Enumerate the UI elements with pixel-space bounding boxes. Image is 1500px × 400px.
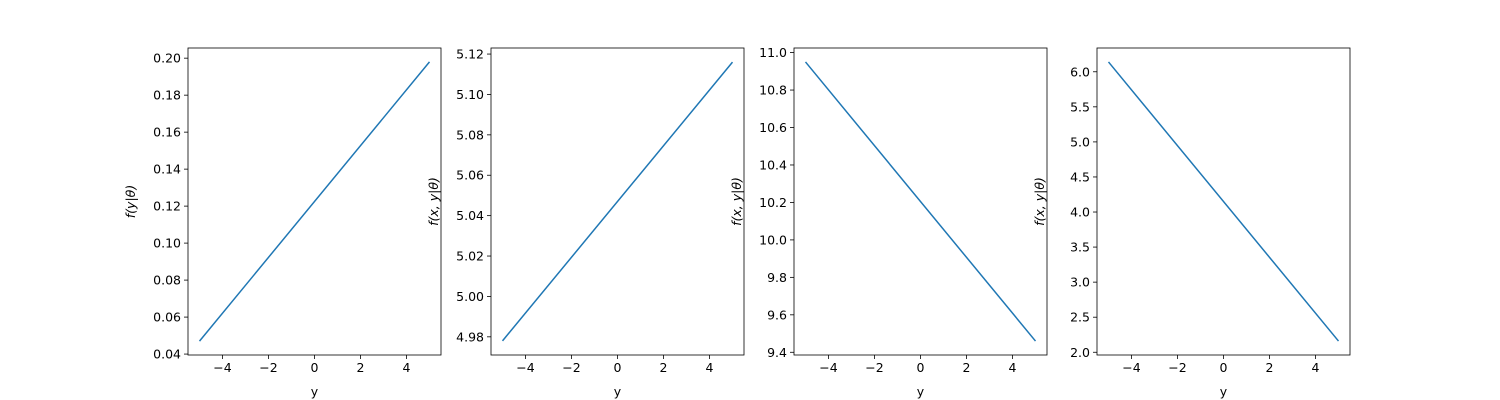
y-axis-label: f(x, y|θ) — [1032, 177, 1047, 226]
y-tick-label: 10.6 — [759, 120, 787, 135]
y-axis-label: f(x, y|θ) — [729, 177, 744, 226]
y-tick-label: 0.16 — [153, 125, 181, 140]
x-tick-label: −4 — [516, 360, 534, 375]
x-tick-label: 0 — [311, 360, 319, 375]
y-tick-label: 5.5 — [1070, 99, 1090, 114]
x-tick-label: −2 — [259, 360, 277, 375]
x-tick-label: −4 — [213, 360, 231, 375]
x-tick-label: −2 — [1168, 360, 1186, 375]
y-tick-label: 5.02 — [456, 249, 484, 264]
y-tick-label: 4.5 — [1070, 169, 1090, 184]
y-tick-label: 5.06 — [456, 168, 484, 183]
y-tick-label: 3.5 — [1070, 240, 1090, 255]
x-tick-label: 4 — [706, 360, 714, 375]
y-tick-label: 0.10 — [153, 236, 181, 251]
x-tick-label: 4 — [403, 360, 411, 375]
series-line — [501, 61, 734, 342]
y-tick-label: 10.4 — [759, 157, 787, 172]
y-tick-label: 0.06 — [153, 310, 181, 325]
y-tick-label: 3.0 — [1070, 275, 1090, 290]
y-tick-label: 9.4 — [767, 345, 787, 360]
series-line — [1107, 61, 1340, 342]
y-tick-label: 0.20 — [153, 51, 181, 66]
y-tick-label: 0.08 — [153, 273, 181, 288]
y-tick-label: 6.0 — [1070, 64, 1090, 79]
y-axis-label: f(y|θ) — [123, 185, 138, 218]
y-tick-label: 5.12 — [456, 47, 484, 62]
subplot-1: −4 −2 0 2 4 0.04 0.06 0.08 0.10 0.12 0.14 0.16 0.18 0… — [123, 47, 442, 399]
x-tick-label: −2 — [562, 360, 580, 375]
x-tick-label: 0 — [614, 360, 622, 375]
y-tick-label: 5.10 — [456, 87, 484, 102]
subplot-2: −4 −2 0 2 4 4.98 5.00 5.02 5.04 5.06 5.08 5.10 5.12 y… — [426, 47, 745, 399]
subplot-3: −4 −2 0 2 4 9.4 9.6 9.8 10.0 10.2 10.4 10.6 10.8 11.0… — [729, 45, 1048, 399]
y-tick-label: 10.2 — [759, 195, 787, 210]
x-axis-label: y — [917, 384, 925, 399]
x-tick-label: 2 — [1266, 360, 1274, 375]
x-tick-label: 4 — [1312, 360, 1320, 375]
x-axis-label: y — [614, 384, 622, 399]
x-tick-label: 2 — [357, 360, 365, 375]
x-axis-label: y — [1220, 384, 1228, 399]
x-tick-label: 0 — [1220, 360, 1228, 375]
subplot-4: −4 −2 0 2 4 2.0 2.5 3.0 3.5 4.0 4.5 5.0 5.5 6.0 y f(x, … — [1032, 47, 1351, 399]
y-tick-label: 5.08 — [456, 127, 484, 142]
y-tick-label: 0.14 — [153, 162, 181, 177]
y-tick-label: 10.8 — [759, 83, 787, 98]
y-tick-label: 9.6 — [767, 307, 787, 322]
y-tick-label: 2.0 — [1070, 345, 1090, 360]
series-line — [198, 61, 431, 342]
y-tick-label: 10.0 — [759, 232, 787, 247]
x-tick-label: −4 — [1122, 360, 1140, 375]
series-line — [804, 61, 1037, 342]
x-tick-label: 2 — [660, 360, 668, 375]
x-tick-label: 0 — [917, 360, 925, 375]
y-axis-label: f(x, y|θ) — [426, 177, 441, 226]
y-tick-label: 11.0 — [759, 45, 787, 60]
y-tick-label: 0.12 — [153, 199, 181, 214]
y-tick-label: 0.18 — [153, 88, 181, 103]
x-tick-label: −2 — [865, 360, 883, 375]
y-tick-label: 5.04 — [456, 208, 484, 223]
y-tick-label: 0.04 — [153, 347, 181, 362]
x-axis-label: y — [311, 384, 319, 399]
y-tick-label: 5.0 — [1070, 134, 1090, 149]
y-tick-label: 5.00 — [456, 289, 484, 304]
y-tick-label: 4.98 — [456, 329, 484, 344]
y-tick-label: 2.5 — [1070, 310, 1090, 325]
y-tick-label: 9.8 — [767, 270, 787, 285]
y-tick-label: 4.0 — [1070, 205, 1090, 220]
x-tick-label: 2 — [963, 360, 971, 375]
x-tick-label: 4 — [1009, 360, 1017, 375]
x-tick-label: −4 — [819, 360, 837, 375]
